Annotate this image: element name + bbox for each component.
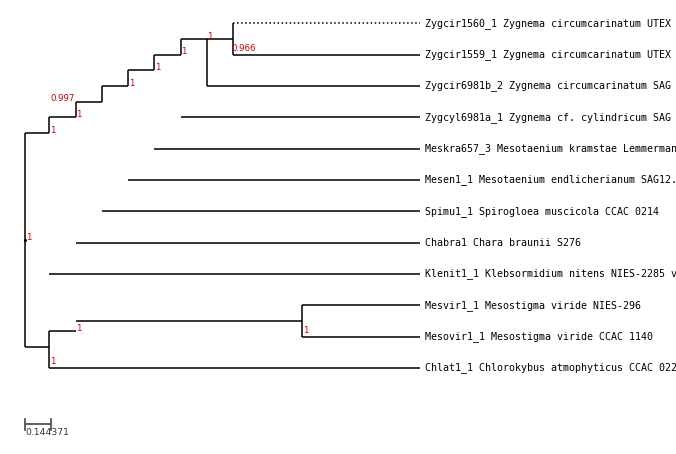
Text: 1: 1 bbox=[76, 110, 82, 119]
Text: 1: 1 bbox=[76, 324, 82, 333]
Text: 1: 1 bbox=[155, 63, 160, 72]
Text: Mesvir1_1 Mesostigma viride NIES-296: Mesvir1_1 Mesostigma viride NIES-296 bbox=[425, 300, 641, 311]
Text: 0.144371: 0.144371 bbox=[25, 428, 69, 437]
Text: Mesovir1_1 Mesostigma viride CCAC 1140: Mesovir1_1 Mesostigma viride CCAC 1140 bbox=[425, 331, 652, 342]
Text: Zygcir1560_1 Zygnema circumcarinatum UTEX 1560: Zygcir1560_1 Zygnema circumcarinatum UTE… bbox=[425, 18, 676, 29]
Text: 1: 1 bbox=[303, 326, 308, 335]
Text: 1: 1 bbox=[208, 32, 213, 40]
Text: Zygcyl6981a_1 Zygnema cf. cylindricum SAG 698-1a: Zygcyl6981a_1 Zygnema cf. cylindricum SA… bbox=[425, 112, 676, 123]
Text: Klenit1_1 Klebsormidium nitens NIES-2285 v1.1: Klenit1_1 Klebsormidium nitens NIES-2285… bbox=[425, 269, 676, 280]
Text: Chabra1 Chara braunii S276: Chabra1 Chara braunii S276 bbox=[425, 237, 581, 248]
Text: Mesen1_1 Mesotaenium endlicherianum SAG12.97: Mesen1_1 Mesotaenium endlicherianum SAG1… bbox=[425, 174, 676, 185]
Text: 1: 1 bbox=[50, 126, 55, 134]
Text: Zygcir1559_1 Zygnema circumcarinatum UTEX 1559: Zygcir1559_1 Zygnema circumcarinatum UTE… bbox=[425, 49, 676, 60]
Text: 1: 1 bbox=[128, 79, 135, 88]
Text: 0.966: 0.966 bbox=[232, 44, 256, 53]
Text: Zygcir6981b_2 Zygnema circumcarinatum SAG 698-1b: Zygcir6981b_2 Zygnema circumcarinatum SA… bbox=[425, 80, 676, 91]
Text: 1: 1 bbox=[26, 232, 31, 242]
Text: 1: 1 bbox=[181, 47, 187, 56]
Text: Meskra657_3 Mesotaenium kramstae Lemmermann NIES-657 v3.0: Meskra657_3 Mesotaenium kramstae Lemmerm… bbox=[425, 143, 676, 154]
Text: 1: 1 bbox=[50, 357, 55, 366]
Text: 0.997: 0.997 bbox=[51, 94, 75, 103]
Text: Chlat1_1 Chlorokybus atmophyticus CCAC 0220: Chlat1_1 Chlorokybus atmophyticus CCAC 0… bbox=[425, 363, 676, 374]
Text: Spimu1_1 Spirogloea muscicola CCAC 0214: Spimu1_1 Spirogloea muscicola CCAC 0214 bbox=[425, 206, 658, 217]
